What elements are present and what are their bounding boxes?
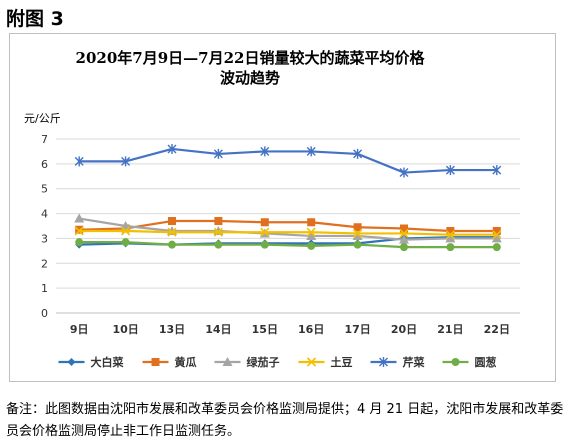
data-point — [306, 230, 317, 240]
data-point — [214, 240, 223, 249]
x-tick-label: 15日 — [252, 323, 278, 336]
data-point — [74, 213, 85, 223]
legend-marker — [306, 357, 317, 367]
data-point — [353, 148, 363, 159]
y-tick-label: 7 — [41, 133, 48, 146]
x-tick-label: 13日 — [159, 323, 185, 336]
legend-label: 黄瓜 — [175, 355, 197, 369]
data-point — [307, 218, 316, 227]
x-tick-label: 22日 — [484, 323, 510, 336]
data-point — [121, 226, 131, 236]
chart-title-line2: 波动趋势 — [219, 69, 280, 87]
series-line-3 — [79, 217, 497, 241]
x-tick-label: 21日 — [437, 323, 463, 336]
data-point — [75, 225, 84, 234]
y-tick-label: 5 — [41, 183, 48, 196]
legend-marker — [379, 357, 388, 367]
data-point — [74, 226, 84, 236]
data-point — [492, 226, 501, 235]
x-tick-label: 9日 — [70, 323, 89, 336]
legend-label: 圆葱 — [475, 355, 497, 369]
legend-marker — [151, 358, 160, 366]
data-point — [260, 146, 270, 157]
legend-label: 芹菜 — [403, 355, 426, 369]
data-point — [168, 240, 176, 249]
data-point — [492, 165, 502, 176]
series-line-2 — [79, 219, 497, 233]
chart-title: 2020年7月9日—7月22日销量较大的蔬菜平均价格 波动趋势 — [10, 48, 490, 88]
series-line-6 — [79, 241, 497, 249]
data-point — [168, 217, 176, 226]
legend-label: 土豆 — [331, 355, 353, 369]
data-point — [445, 165, 455, 176]
data-point — [167, 143, 177, 154]
data-point — [400, 243, 408, 252]
legend-label: 大白菜 — [91, 355, 125, 369]
data-point — [75, 238, 84, 247]
data-point — [121, 156, 131, 167]
data-point — [400, 224, 408, 233]
chart-title-line1: 2020年7月9日—7月22日销量较大的蔬菜平均价格 — [75, 49, 425, 67]
series-line-4 — [79, 229, 497, 236]
data-point — [213, 148, 223, 159]
legend-marker — [222, 357, 233, 366]
data-point — [121, 238, 130, 247]
data-point — [74, 156, 84, 167]
legend-marker — [451, 358, 460, 366]
chart-frame: 2020年7月9日—7月22日销量较大的蔬菜平均价格 波动趋势 元/公斤 0 1 2… — [9, 33, 556, 382]
data-point — [446, 226, 455, 235]
y-tick-label: 1 — [41, 282, 48, 295]
figure-label: 附图 3 — [6, 8, 64, 30]
y-tick-label: 0 — [41, 307, 48, 320]
data-point — [446, 243, 455, 252]
x-tick-label: 14日 — [205, 323, 231, 336]
data-point — [445, 233, 456, 243]
data-point — [214, 217, 223, 226]
data-point — [445, 230, 455, 240]
data-point — [306, 146, 316, 157]
data-point — [167, 227, 177, 237]
series-line-5 — [79, 147, 497, 174]
data-point — [352, 230, 363, 240]
data-point — [491, 233, 502, 243]
data-point — [260, 227, 270, 237]
data-point — [213, 227, 223, 237]
data-point — [399, 234, 409, 244]
footnote: 备注：此图数据由沈阳市发展和改革委员会价格监测局提供；4 月 21 日起，沈阳市… — [6, 402, 564, 439]
x-tick-label: 17日 — [344, 323, 370, 336]
data-point — [307, 241, 316, 250]
x-tick-label: 16日 — [298, 323, 324, 336]
x-tick-label: 20日 — [391, 323, 417, 336]
data-point — [260, 240, 269, 249]
data-point — [353, 240, 362, 249]
data-point — [399, 167, 409, 178]
data-point — [260, 218, 269, 227]
legend-label: 绿茄子 — [247, 355, 280, 369]
y-tick-label: 4 — [41, 208, 48, 221]
data-point — [353, 228, 363, 239]
data-point — [306, 227, 316, 237]
x-tick-label: 10日 — [112, 323, 138, 336]
line-chart: 0 1 2 3 4 5 6 7 9日 10日 13日 14日 15日 16日 17日 20日 21日 22日大白菜… — [41, 133, 520, 369]
data-point — [492, 230, 502, 240]
data-point — [353, 223, 362, 232]
y-tick-label: 6 — [41, 158, 48, 171]
y-axis-unit-label: 元/公斤 — [24, 112, 61, 125]
y-tick-label: 3 — [41, 232, 48, 245]
legend-marker — [67, 358, 76, 366]
y-tick-label: 2 — [41, 257, 48, 270]
data-point — [399, 228, 409, 239]
data-point — [492, 243, 501, 252]
